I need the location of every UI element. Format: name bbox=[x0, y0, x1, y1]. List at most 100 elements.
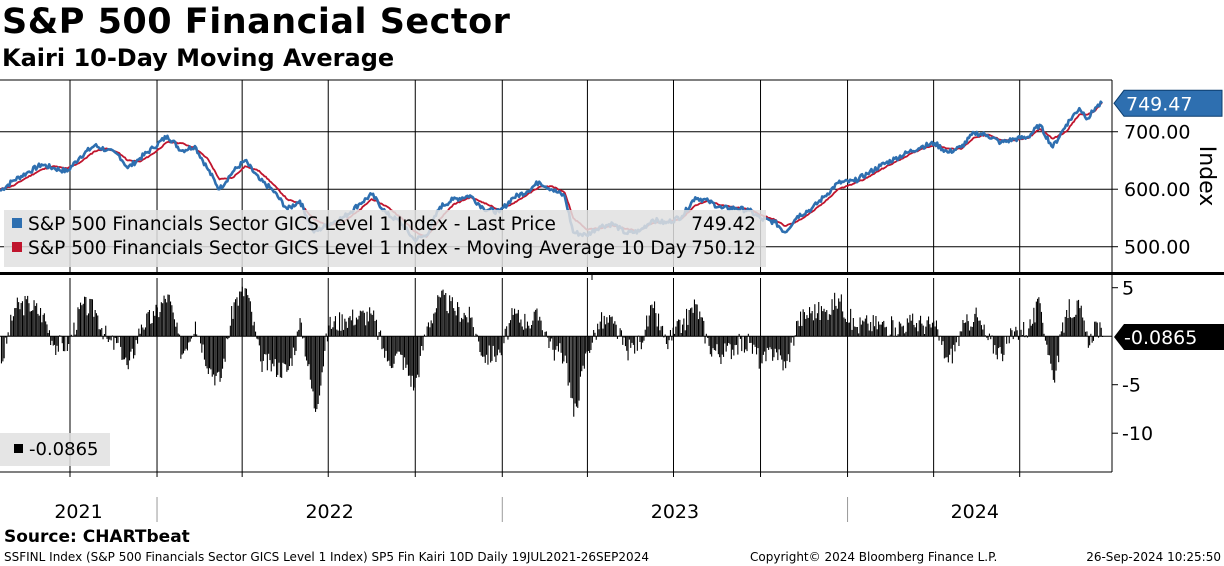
kairi-bar bbox=[232, 318, 234, 337]
kairi-bar bbox=[909, 314, 911, 337]
kairi-bar bbox=[958, 336, 960, 346]
kairi-bar bbox=[140, 324, 142, 337]
kairi-bar bbox=[921, 323, 923, 337]
kairi-bar bbox=[998, 336, 1000, 349]
kairi-bar bbox=[658, 313, 660, 337]
kairi-bar bbox=[2, 336, 4, 362]
kairi-bar bbox=[144, 327, 146, 337]
kairi-bar bbox=[134, 336, 136, 356]
kairi-bar bbox=[101, 328, 103, 337]
kairi-bar bbox=[1070, 317, 1072, 337]
kairi-bar bbox=[575, 336, 577, 407]
kairi-bar bbox=[826, 310, 828, 337]
kairi-bar bbox=[258, 336, 260, 346]
kairi-bar bbox=[762, 336, 764, 355]
kairi-bar bbox=[827, 319, 829, 337]
kairi-bar bbox=[961, 331, 963, 337]
kairi-bar bbox=[24, 296, 26, 337]
kairi-bar bbox=[515, 313, 517, 337]
kairi-bar bbox=[739, 336, 741, 339]
kairi-bar bbox=[454, 310, 456, 337]
kairi-bar bbox=[708, 336, 710, 346]
kairi-bar bbox=[929, 324, 931, 337]
kairi-bar bbox=[326, 336, 328, 342]
kairi-bar bbox=[922, 325, 924, 337]
kairi-bar bbox=[126, 336, 128, 366]
kairi-bar bbox=[207, 336, 209, 374]
kairi-bar bbox=[329, 316, 331, 337]
kairi-bar bbox=[577, 336, 579, 408]
kairi-bar bbox=[23, 315, 25, 337]
kairi-bar bbox=[200, 336, 202, 344]
last-price-tag-label: 749.47 bbox=[1126, 93, 1192, 115]
kairi-bar bbox=[664, 334, 666, 337]
kairi-bar bbox=[320, 336, 322, 386]
kairi-bar bbox=[638, 335, 640, 337]
kairi-bar bbox=[353, 325, 355, 337]
kairi-bar bbox=[446, 311, 448, 337]
kairi-bar bbox=[12, 316, 14, 337]
kairi-bar bbox=[171, 305, 173, 337]
kairi-bar bbox=[537, 320, 539, 337]
kairi-bar bbox=[148, 310, 150, 337]
kairi-bar bbox=[678, 319, 680, 337]
kairi-bar bbox=[654, 301, 656, 337]
kairi-bar bbox=[224, 336, 226, 362]
kairi-bar bbox=[218, 336, 220, 372]
kairi-bar bbox=[745, 336, 747, 350]
kairi-bar bbox=[1047, 336, 1049, 355]
kairi-bar bbox=[438, 296, 440, 337]
kairi-bar bbox=[7, 332, 9, 337]
kairi-bar bbox=[1002, 336, 1004, 362]
kairi-bar bbox=[766, 336, 768, 348]
kairi-bar bbox=[868, 330, 870, 337]
kairi-bar bbox=[999, 336, 1001, 347]
kairi-bar bbox=[397, 336, 399, 352]
kairi-bar bbox=[482, 336, 484, 357]
kairi-bar bbox=[3, 336, 5, 359]
kairi-bar bbox=[73, 322, 75, 337]
kairi-bar bbox=[94, 310, 96, 337]
kairi-bar bbox=[423, 334, 425, 337]
kairi-bar bbox=[146, 313, 148, 337]
kairi-bar bbox=[520, 319, 522, 337]
kairi-bar bbox=[266, 336, 268, 371]
kairi-bar bbox=[257, 336, 259, 340]
kairi-bar bbox=[296, 331, 298, 337]
kairi-bar bbox=[11, 320, 13, 337]
kairi-bar bbox=[59, 335, 61, 337]
kairi-bar bbox=[750, 336, 752, 343]
y-tick-label-600.00: 600.00 bbox=[1124, 179, 1190, 201]
kairi-bar bbox=[871, 331, 873, 337]
kairi-bar bbox=[402, 336, 404, 370]
kairi-bar bbox=[564, 336, 566, 356]
kairi-bar bbox=[381, 336, 383, 350]
kairi-bar bbox=[283, 336, 285, 364]
kairi-bar bbox=[394, 336, 396, 356]
kairi-bar bbox=[417, 336, 419, 375]
kairi-bar bbox=[982, 329, 984, 337]
kairi-bar bbox=[523, 329, 525, 337]
kairi-bar bbox=[413, 336, 415, 391]
kairi-bar bbox=[479, 336, 481, 352]
kairi-bar bbox=[127, 336, 129, 370]
kairi-bar bbox=[176, 322, 178, 337]
kairi-bar bbox=[111, 335, 113, 337]
kairi-bar bbox=[298, 329, 300, 337]
kairi-bar bbox=[734, 336, 736, 346]
kairi-bar bbox=[147, 312, 149, 337]
kairi-bar bbox=[954, 336, 956, 352]
kairi-bar bbox=[504, 328, 506, 337]
kairi-bar bbox=[695, 304, 697, 337]
kairi-bar bbox=[401, 336, 403, 355]
kairi-bar bbox=[421, 336, 423, 346]
kairi-bar bbox=[1063, 332, 1065, 337]
kairi-bar bbox=[37, 313, 39, 337]
kairi-bar bbox=[879, 324, 881, 337]
x-tick-label-2023: 2023 bbox=[651, 501, 699, 523]
kairi-bar bbox=[541, 330, 543, 337]
kairi-bar bbox=[726, 336, 728, 346]
kairi-bar bbox=[614, 321, 616, 337]
kairi-bar bbox=[496, 336, 498, 356]
kairi-bar bbox=[943, 336, 945, 359]
